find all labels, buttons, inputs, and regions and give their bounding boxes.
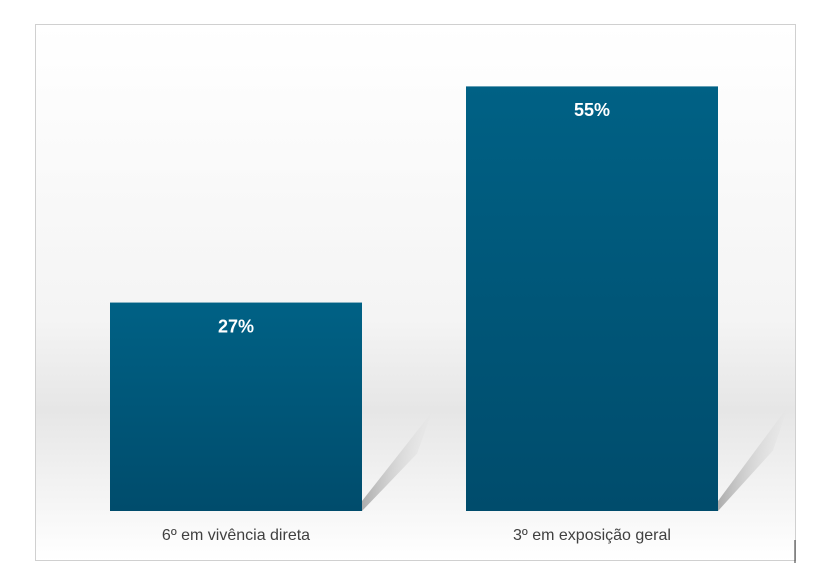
bar [466,86,718,512]
bar-shadow [718,406,788,511]
value-label: 55% [574,100,610,120]
x-tick-label: 6º em vivência direta [162,527,310,544]
bar [110,302,362,511]
x-tick-label: 3º em exposição geral [513,527,671,544]
bar-shadow [362,411,432,511]
value-label: 27% [218,316,254,336]
